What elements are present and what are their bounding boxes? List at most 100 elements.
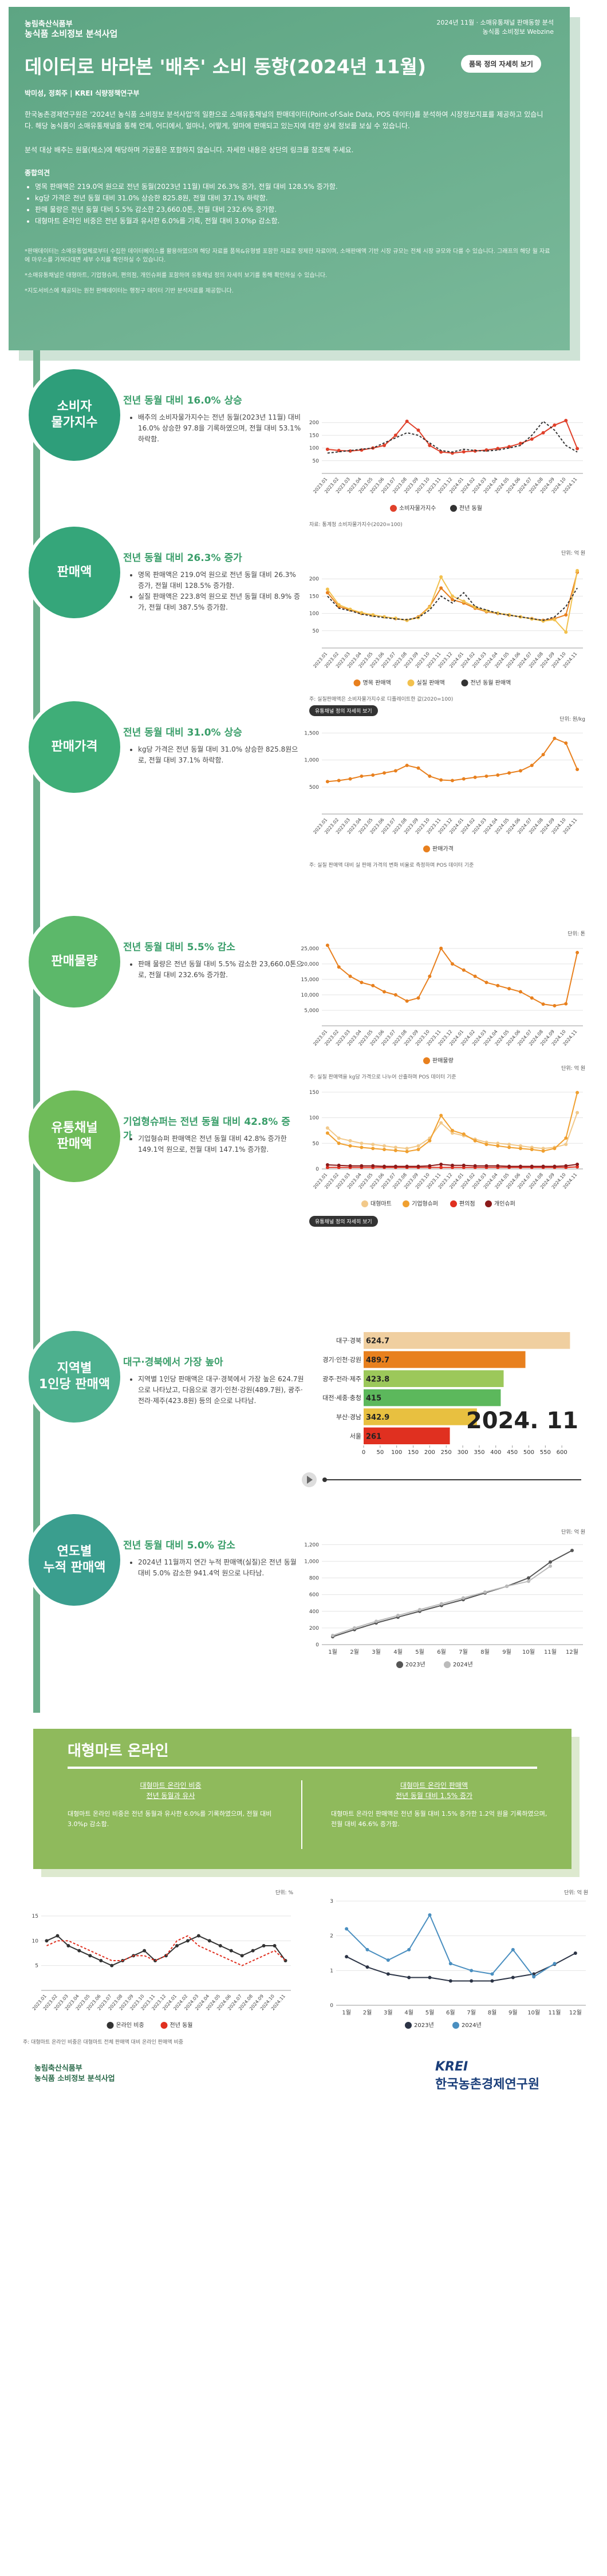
legend-label: 명목 판매액 — [363, 679, 391, 686]
legend-label: 전년 동월 — [170, 2022, 193, 2029]
x-tick-label: 5월 — [415, 1649, 424, 1656]
line — [327, 570, 578, 634]
section-badge: 유통채널 판매액 — [29, 1091, 120, 1182]
badge-text: 연도별 — [57, 1544, 92, 1559]
point — [530, 764, 534, 768]
value-label: 342.9 — [366, 1413, 389, 1422]
point — [496, 1141, 500, 1145]
section-bullets: 명목 판매액은 219.0억 원으로 전년 동월 대비 26.3% 증가, 전월… — [129, 570, 304, 613]
detail-button[interactable]: 유통채널 정의 자세히 보기 — [309, 705, 378, 716]
y-tick-label: 800 — [309, 1576, 319, 1582]
x-tick-label: 5월 — [425, 2009, 435, 2016]
point — [518, 1144, 522, 1148]
line — [327, 420, 578, 454]
y-tick-label: 3 — [330, 1899, 333, 1905]
point — [383, 444, 387, 448]
badge-text: 판매물량 — [51, 954, 98, 969]
x-tick-label: 150 — [408, 1449, 419, 1456]
point — [564, 1136, 568, 1140]
category-label: 대전·세종·충청 — [322, 1394, 361, 1402]
y-tick-label: 200 — [309, 576, 319, 582]
point — [175, 1944, 179, 1947]
point — [451, 594, 454, 598]
point — [360, 611, 364, 615]
point — [564, 1164, 568, 1168]
x-tick-label: 9월 — [509, 2009, 518, 2016]
badge-text: 지역별 — [57, 1361, 92, 1376]
player[interactable] — [301, 1471, 587, 1488]
detail-button[interactable]: 유통채널 정의 자세히 보기 — [309, 1216, 378, 1227]
x-tick-label: 7월 — [467, 2009, 476, 2016]
note: 주: 대형마트 온라인 비중은 대형마트 전체 판매액 대비 온라인 판매액 비… — [23, 2040, 184, 2045]
x-tick-label: 500 — [523, 1449, 534, 1456]
unit: 단위: 억 원 — [561, 1528, 585, 1535]
point — [325, 1131, 329, 1135]
x-tick-label: 350 — [474, 1449, 484, 1456]
y-tick-label: 1,000 — [304, 758, 319, 764]
bullet: 명목 판매액은 219.0억 원으로 전년 동월 대비 26.3% 증가, 전월… — [138, 570, 304, 591]
section-heading: 전년 동월 대비 16.0% 상승 — [123, 395, 242, 406]
point — [564, 1143, 568, 1147]
slider-knob[interactable] — [322, 1477, 327, 1482]
badge-text: 판매액 — [57, 565, 92, 579]
note: 주: 실질 판매액을 kg당 가격으로 나누어 산출하며 POS 데이터 기준 — [309, 1074, 456, 1080]
point — [405, 1164, 409, 1168]
point — [541, 1147, 545, 1151]
legend-label: 개인슈퍼 — [494, 1200, 515, 1207]
point — [440, 1602, 443, 1606]
point — [473, 605, 477, 609]
online-sales-chart: 단위: 억 원 0 1 2 3 1월 2월 3월 4월 5월 6월 7월 8월 9월 10월 11월 12월 20… — [330, 1889, 588, 2029]
chart: 단위: 억 원0501001502023.012023.022023.03202… — [309, 1065, 585, 1207]
point — [262, 1944, 266, 1947]
category-label: 서울 — [350, 1432, 361, 1440]
point — [405, 764, 409, 768]
x-tick-label: 10월 — [527, 2009, 540, 2016]
badge-text: 1인당 판매액 — [38, 1377, 111, 1392]
point — [541, 1164, 545, 1168]
point — [360, 1141, 364, 1145]
y-tick-label: 0 — [316, 1167, 319, 1172]
point — [416, 428, 420, 432]
top-right: 2024년 11월 · 소매유통채널 판매동향 분석 농식품 소비정보 Webzi… — [436, 18, 554, 37]
point — [507, 987, 511, 991]
point — [337, 779, 341, 783]
x-tick-label: 12월 — [569, 2009, 582, 2016]
intro: 한국농촌경제연구원은 '2024년 농식품 소비정보 분석사업'의 일환으로 소… — [25, 110, 543, 130]
point — [393, 993, 397, 997]
point — [371, 1143, 375, 1147]
point — [564, 741, 568, 745]
value-label: 261 — [366, 1432, 381, 1441]
point — [473, 775, 477, 779]
point — [337, 1136, 341, 1140]
y-tick-label: 150 — [309, 1090, 319, 1096]
legend-swatch — [450, 1200, 457, 1207]
point — [451, 779, 454, 783]
section-bullets: kg당 가격은 전년 동월 대비 31.0% 상승한 825.8원으로, 전월 … — [129, 744, 304, 766]
summary: 명목 판매액은 219.0억 원으로 전년 동월(2023년 11월) 대비 2… — [25, 181, 551, 227]
point — [518, 769, 522, 773]
point — [99, 1959, 103, 1962]
point — [553, 423, 557, 427]
bullet: 2024년 11월까지 연간 누적 판매액(실질)은 전년 동월 대비 5.0%… — [138, 1557, 304, 1579]
point — [439, 1113, 443, 1117]
x-tick-label: 1월 — [342, 2009, 351, 2016]
point — [527, 1579, 530, 1583]
point — [393, 1164, 397, 1168]
footnote: *소매유통채널은 대형마트, 기업형슈퍼, 편의점, 개인슈퍼를 포함하며 유통… — [25, 272, 328, 279]
point — [553, 1962, 557, 1966]
value-label: 415 — [366, 1394, 381, 1403]
online-card: 대형마트 온라인 비중 전년 동월과 유사 대형마트 온라인 비중은 전년 동월과 … — [56, 1780, 285, 1830]
period: 2024. 11 — [466, 1408, 578, 1434]
point — [496, 611, 500, 615]
x-tick-label: 8월 — [480, 1649, 490, 1656]
footnote: *판매데이터는 소매유통업체로부터 수집한 데이터베이스를 활용하였으며 해당 … — [25, 248, 550, 263]
y-tick-label: 5 — [35, 1963, 38, 1969]
bullet: kg당 가격은 전년 동월 대비 31.0% 상승한 825.8원으로, 전월 … — [138, 744, 304, 766]
x-tick-label: 6월 — [446, 2009, 455, 2016]
point — [348, 1139, 352, 1143]
point — [407, 1947, 411, 1951]
point — [496, 1144, 500, 1148]
point — [484, 1164, 488, 1168]
definition-button[interactable]: 품목 정의 자세히 보기 — [461, 55, 541, 73]
badge-text: 판매액 — [57, 1137, 92, 1151]
